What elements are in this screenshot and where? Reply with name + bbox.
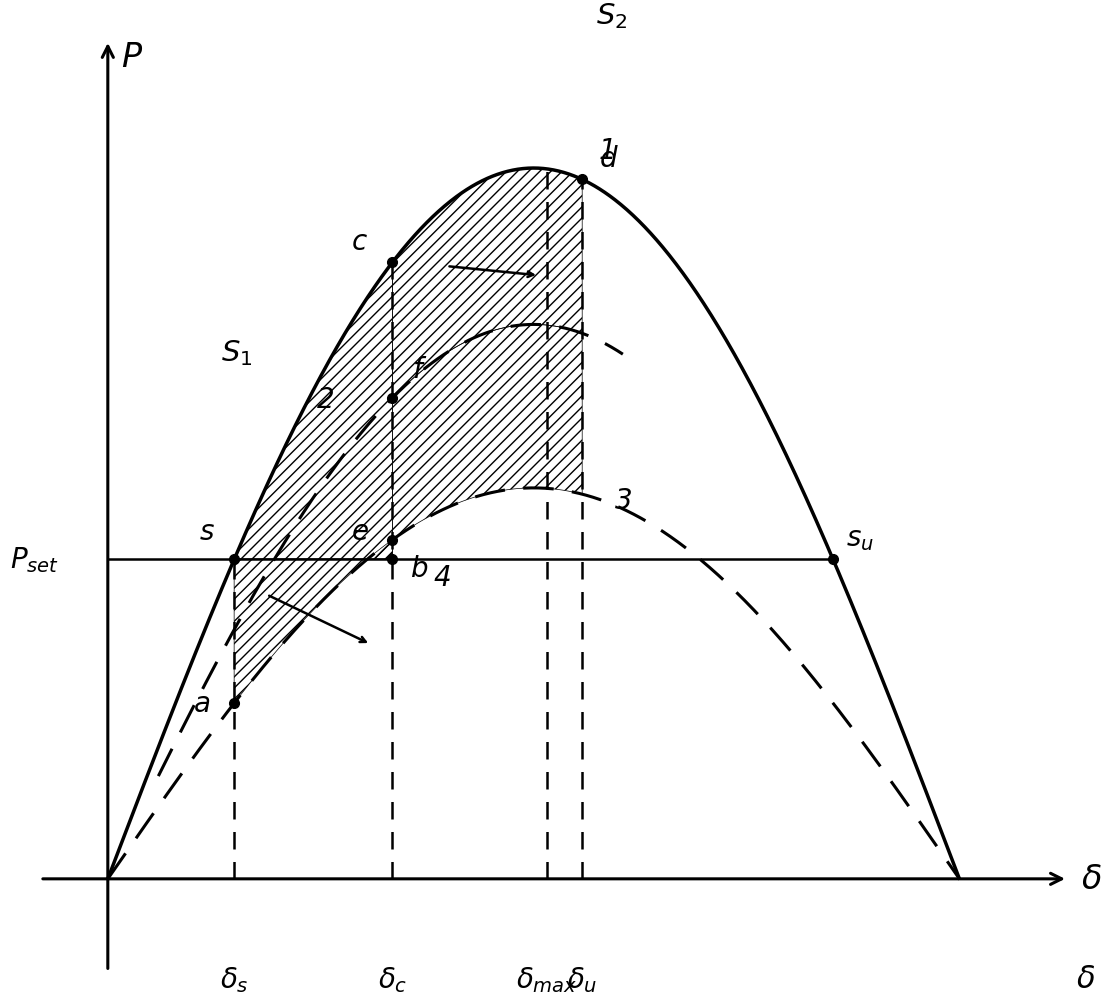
Text: $f$: $f$: [412, 356, 427, 384]
Text: $b$: $b$: [411, 554, 428, 582]
Text: $\delta_{max}$: $\delta_{max}$: [517, 964, 577, 994]
Text: $\delta$: $\delta$: [1082, 863, 1102, 896]
Text: $P_{set}$: $P_{set}$: [10, 544, 59, 574]
Text: $S_2$: $S_2$: [596, 1, 627, 31]
Text: 3: 3: [615, 486, 633, 514]
Text: $e$: $e$: [351, 517, 369, 545]
Text: $s_u$: $s_u$: [847, 524, 874, 552]
Text: $\delta$: $\delta$: [1076, 964, 1095, 993]
Text: $S_1$: $S_1$: [221, 338, 252, 368]
Text: $P$: $P$: [121, 41, 144, 74]
Text: $a$: $a$: [193, 689, 210, 717]
Text: $c$: $c$: [351, 227, 369, 256]
Text: $s$: $s$: [199, 517, 215, 545]
Text: $\delta_s$: $\delta_s$: [220, 964, 248, 994]
Text: $d$: $d$: [599, 145, 619, 173]
Text: 2: 2: [317, 385, 335, 413]
Text: 1: 1: [598, 137, 616, 165]
Text: $\delta_u$: $\delta_u$: [567, 964, 597, 994]
Text: $\delta_c$: $\delta_c$: [378, 964, 407, 994]
Text: 4: 4: [433, 563, 450, 591]
